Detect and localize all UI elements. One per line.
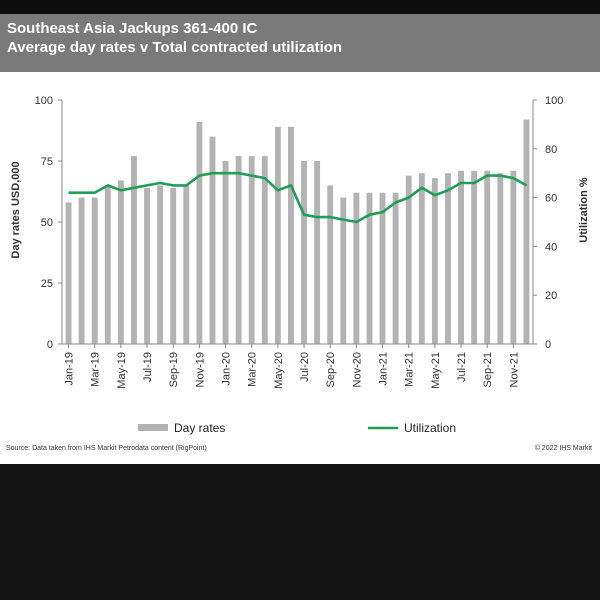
bar-Nov-21 (510, 170, 517, 344)
bar-Nov-20 (353, 192, 360, 344)
bar-Feb-19 (78, 197, 85, 344)
legend-utilization-label: Utilization (404, 421, 456, 435)
bar-Apr-21 (418, 173, 425, 344)
bar-Dec-19 (209, 136, 216, 344)
bar-Oct-21 (497, 173, 504, 344)
chart-canvas: 0 25 50 75 100 0 20 40 60 80 100 Jan-19 Mar-19 May-… (10, 95, 590, 435)
bar-Dec-21 (523, 119, 530, 344)
x-tick-label-Jan-21: Jan-21 (378, 352, 390, 386)
x-tick-label-May-20: May-20 (273, 352, 285, 389)
right-tick-label-20: 20 (545, 290, 557, 302)
bottom-area (0, 464, 600, 600)
right-tick-label-0: 0 (545, 339, 551, 351)
x-tick-label-Sep-19: Sep-19 (168, 352, 180, 387)
bar-Jul-21 (458, 170, 464, 344)
bar-Oct-19 (183, 185, 190, 344)
y2-axis-label: Utilization % (578, 177, 590, 243)
source-note: Source: Data taken from IHS Markit Petro… (6, 445, 207, 452)
bar-Sep-21 (484, 170, 491, 344)
x-tick-label-Mar-21: Mar-21 (404, 352, 416, 387)
x-tick-label-Jul-19: Jul-19 (142, 352, 154, 382)
bar-Jul-20 (301, 161, 307, 344)
right-tick-label-100: 100 (545, 95, 563, 107)
x-tick-label-Mar-20: Mar-20 (247, 352, 259, 387)
bar-Jan-20 (222, 161, 229, 344)
y-axis-label: Day rates USD,000 (10, 161, 22, 258)
day-rates-bars (65, 119, 530, 345)
right-axis-ticks: 0 20 40 60 80 100 (533, 95, 563, 351)
chart-figure: Southeast Asia Jackups 361-400 IC Averag… (0, 14, 600, 464)
x-axis-ticks: Jan-19 Mar-19 May-19 Jul-19 Sep-19 Nov-19 Jan-… (64, 344, 520, 389)
x-tick-label-Nov-20: Nov-20 (351, 352, 363, 387)
bar-Jun-21 (445, 173, 451, 344)
left-tick-label-100: 100 (35, 95, 53, 107)
bar-May-19 (117, 180, 124, 344)
bar-Feb-20 (235, 156, 242, 344)
chart-header: Southeast Asia Jackups 361-400 IC Averag… (0, 14, 600, 72)
bar-May-20 (274, 126, 281, 344)
bar-Dec-20 (366, 192, 373, 344)
bar-Aug-19 (157, 185, 164, 344)
bar-Oct-20 (340, 197, 347, 344)
bar-May-21 (431, 178, 438, 344)
x-tick-label-May-19: May-19 (116, 352, 128, 389)
x-tick-label-Jan-20: Jan-20 (221, 352, 233, 386)
x-tick-label-May-21: May-21 (430, 352, 442, 389)
left-tick-label-0: 0 (47, 339, 53, 351)
x-tick-label-Nov-19: Nov-19 (194, 352, 206, 387)
copyright-note: © 2022 IHS Markit (534, 445, 592, 452)
legend-day-rates-label: Day rates (174, 421, 225, 435)
x-tick-label-Jan-19: Jan-19 (64, 352, 76, 386)
x-tick-label-Mar-19: Mar-19 (90, 352, 102, 387)
left-axis-ticks: 0 25 50 75 100 (35, 95, 62, 351)
x-tick-label-Jul-20: Jul-20 (299, 352, 311, 382)
bar-Sep-20 (327, 185, 334, 344)
x-tick-label-Sep-20: Sep-20 (325, 352, 337, 387)
bar-Apr-19 (104, 185, 111, 344)
x-tick-label-Sep-21: Sep-21 (482, 352, 494, 387)
top-border (0, 0, 600, 14)
x-tick-label-Nov-21: Nov-21 (508, 352, 520, 387)
bar-Apr-20 (261, 156, 268, 344)
bar-Jul-19 (144, 187, 150, 344)
bar-Feb-21 (392, 192, 399, 344)
bar-Sep-19 (170, 187, 177, 344)
utilization-line (68, 171, 528, 224)
bar-Mar-20 (248, 156, 255, 344)
x-tick-label-Jul-21: Jul-21 (456, 352, 468, 382)
bar-Jan-19 (65, 202, 72, 344)
bar-Nov-19 (196, 121, 203, 345)
chart-title: Southeast Asia Jackups 361-400 IC (7, 20, 258, 37)
bar-Jun-20 (288, 126, 294, 344)
legend-day-rates-swatch (138, 424, 168, 431)
left-tick-label-50: 50 (41, 217, 53, 229)
left-tick-label-25: 25 (41, 278, 53, 290)
bar-Aug-20 (314, 161, 321, 344)
chart-subtitle: Average day rates v Total contracted uti… (7, 39, 343, 56)
right-tick-label-40: 40 (545, 241, 557, 253)
right-tick-label-80: 80 (545, 144, 557, 156)
bar-Mar-19 (91, 197, 98, 344)
bar-Mar-21 (405, 175, 412, 344)
bar-Jun-19 (131, 156, 137, 344)
bar-Jan-21 (379, 192, 386, 344)
left-tick-label-75: 75 (41, 156, 53, 168)
legend: Day rates Utilization (138, 421, 456, 435)
right-tick-label-60: 60 (545, 193, 557, 205)
bar-Aug-21 (471, 170, 478, 344)
